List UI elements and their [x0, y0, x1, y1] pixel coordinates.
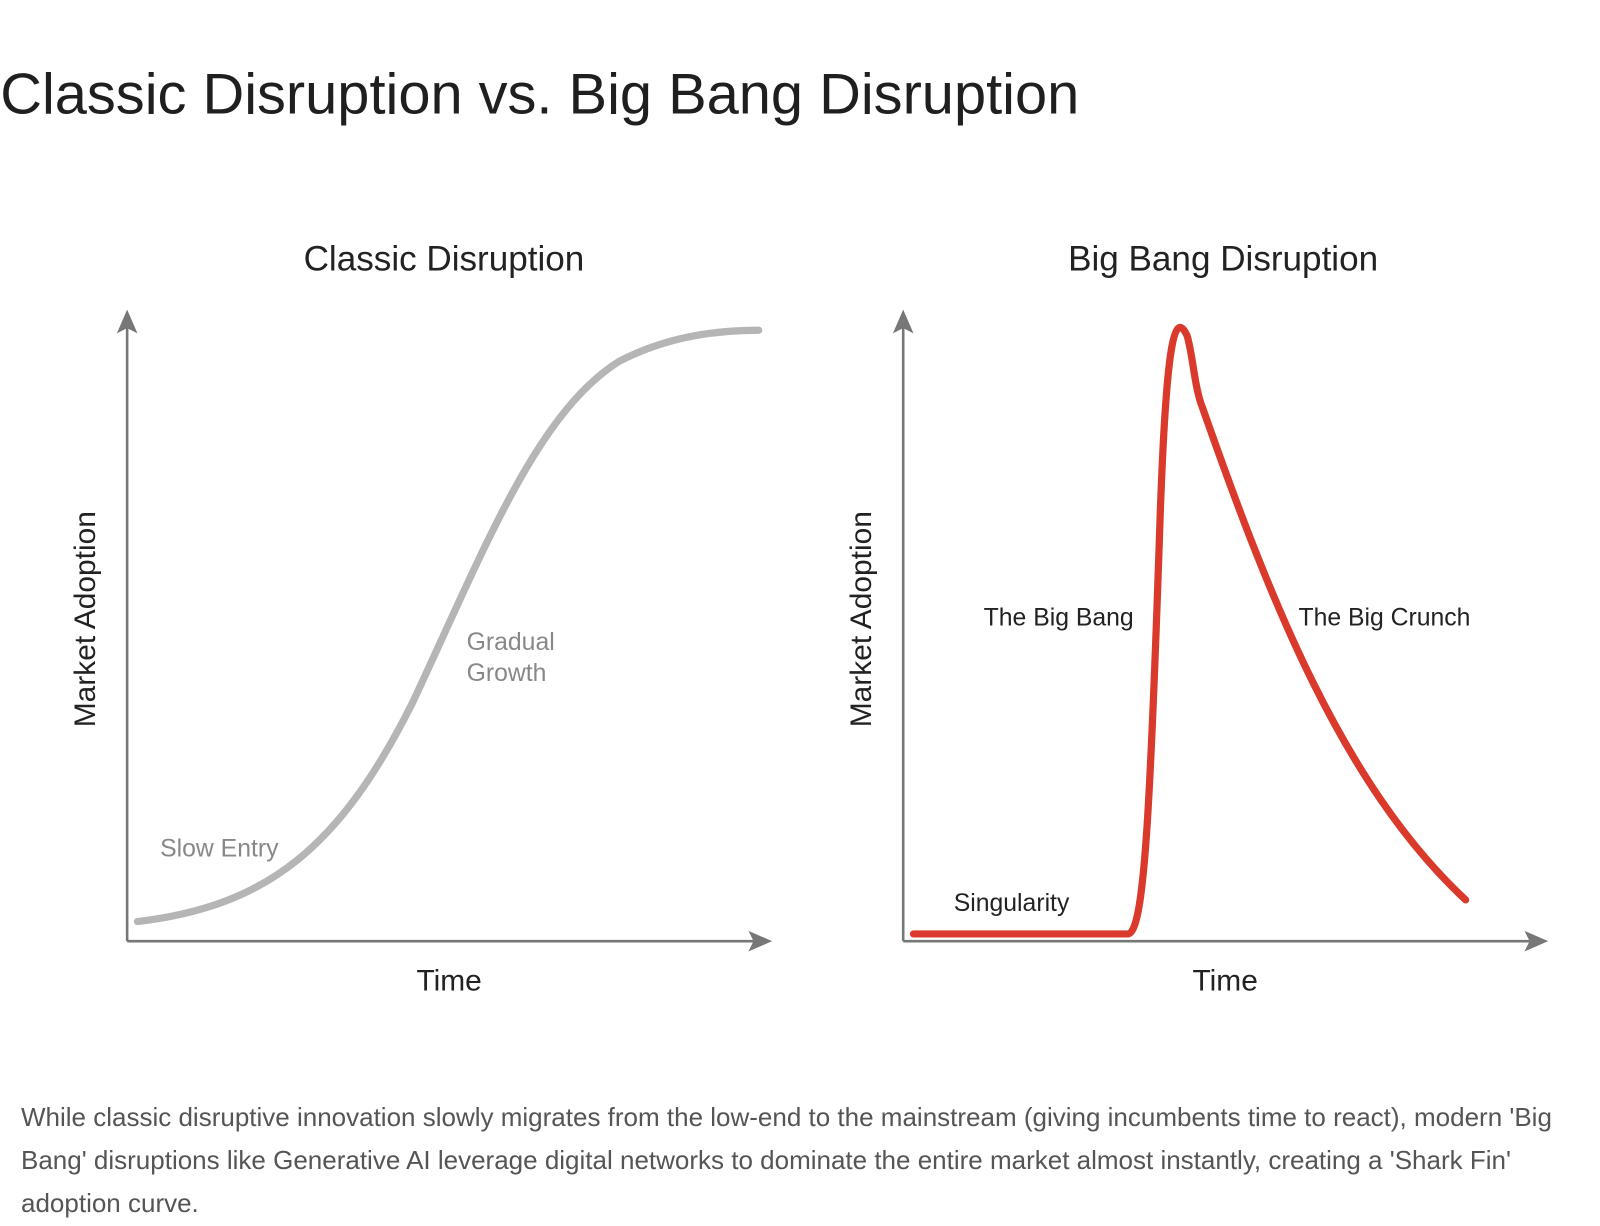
- annotation: The Big Crunch: [1298, 604, 1470, 631]
- annotation: Growth: [467, 660, 547, 687]
- page-title: Classic Disruption vs. Big Bang Disrupti…: [0, 63, 1079, 127]
- classic-panel: Classic Disruption Market Adoption Time …: [69, 239, 773, 998]
- big-bang-panel: Big Bang Disruption Market Adoption Time…: [845, 239, 1549, 998]
- arrowhead: [892, 309, 914, 334]
- annotation: Slow Entry: [160, 836, 279, 863]
- annotation: The Big Bang: [984, 604, 1134, 631]
- annotation: Gradual: [467, 629, 555, 656]
- y-axis-label: Market Adoption: [845, 511, 878, 727]
- arrowhead: [1524, 930, 1549, 952]
- x-axis-label: Time: [416, 965, 481, 998]
- y-axis-label: Market Adoption: [69, 511, 102, 727]
- panel-title: Classic Disruption: [304, 239, 585, 278]
- annotation: Singularity: [954, 890, 1070, 917]
- shark-fin-curve: [909, 323, 1470, 938]
- panel-title: Big Bang Disruption: [1068, 239, 1378, 278]
- arrowhead: [116, 309, 138, 334]
- arrowhead: [748, 930, 773, 952]
- x-axis-label: Time: [1192, 965, 1257, 998]
- s-curve: [133, 326, 763, 926]
- caption: While classic disruptive innovation slow…: [21, 1102, 1552, 1218]
